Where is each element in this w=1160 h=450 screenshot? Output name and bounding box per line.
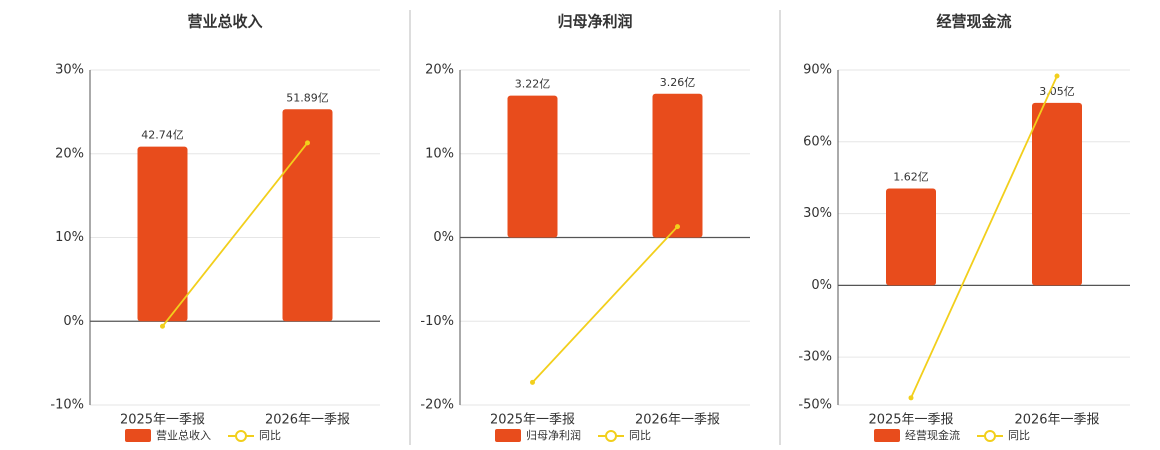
point xyxy=(530,379,535,385)
y-tick-label: 0% xyxy=(63,314,84,329)
y-tick-label: 90% xyxy=(803,63,832,78)
line xyxy=(531,225,679,384)
y-tick-label: 30% xyxy=(55,63,84,78)
value-label: 1.62亿 xyxy=(893,170,929,183)
y-tick-label: -10% xyxy=(420,314,454,329)
point xyxy=(160,323,165,329)
value-label: 3.22亿 xyxy=(515,78,551,91)
y-tick-label: 20% xyxy=(425,63,454,78)
legend-label: 归母净利润 xyxy=(526,428,581,442)
y-tick-label: -50% xyxy=(798,398,832,413)
x-tick-label: 2026年一季报 xyxy=(635,413,720,428)
x-tick-label: 2026年一季报 xyxy=(1014,413,1099,428)
bar xyxy=(137,146,188,322)
chart-title: 归母净利润 xyxy=(557,13,632,31)
legend-swatch xyxy=(495,429,521,442)
x-tick-label: 2025年一季报 xyxy=(120,413,205,428)
chart-title: 营业总收入 xyxy=(187,13,262,31)
y-tick-label: -20% xyxy=(420,398,454,413)
x-tick-label: 2025年一季报 xyxy=(490,413,575,428)
legend-label: 营业总收入 xyxy=(156,428,211,442)
y-tick-label: 60% xyxy=(803,134,832,149)
legend-marker xyxy=(984,430,996,442)
y-tick-label: 10% xyxy=(425,146,454,161)
value-label: 3.26亿 xyxy=(660,76,696,89)
chart-title: 经营现金流 xyxy=(936,13,1011,31)
y-tick-label: -10% xyxy=(50,398,84,413)
legend-swatch xyxy=(874,429,900,442)
value-label: 3.05亿 xyxy=(1039,85,1075,98)
point xyxy=(305,140,310,146)
bar xyxy=(507,95,558,238)
legend-label: 同比 xyxy=(1008,429,1030,442)
legend-label: 同比 xyxy=(629,429,651,442)
y-tick-label: 10% xyxy=(55,230,84,245)
value-label: 51.89亿 xyxy=(286,91,329,104)
legend-swatch xyxy=(125,429,151,442)
legend-label: 同比 xyxy=(259,429,281,442)
value-label: 42.74亿 xyxy=(141,129,184,142)
y-tick-label: -30% xyxy=(798,350,832,365)
line xyxy=(910,75,1058,399)
bar xyxy=(1032,102,1082,286)
point xyxy=(908,395,914,401)
line xyxy=(161,142,309,327)
legend-marker xyxy=(235,430,247,442)
x-tick-label: 2026年一季报 xyxy=(265,413,350,428)
y-tick-label: 0% xyxy=(433,230,454,245)
legend-label: 经营现金流 xyxy=(905,428,960,442)
legend-marker xyxy=(605,430,617,442)
point xyxy=(675,224,680,230)
bar xyxy=(886,188,936,286)
point xyxy=(1054,73,1060,79)
bar xyxy=(282,109,333,322)
x-tick-label: 2025年一季报 xyxy=(868,413,953,428)
y-tick-label: 20% xyxy=(55,146,84,161)
y-tick-label: 30% xyxy=(803,206,832,221)
bar xyxy=(652,93,703,238)
y-tick-label: 0% xyxy=(811,278,832,293)
